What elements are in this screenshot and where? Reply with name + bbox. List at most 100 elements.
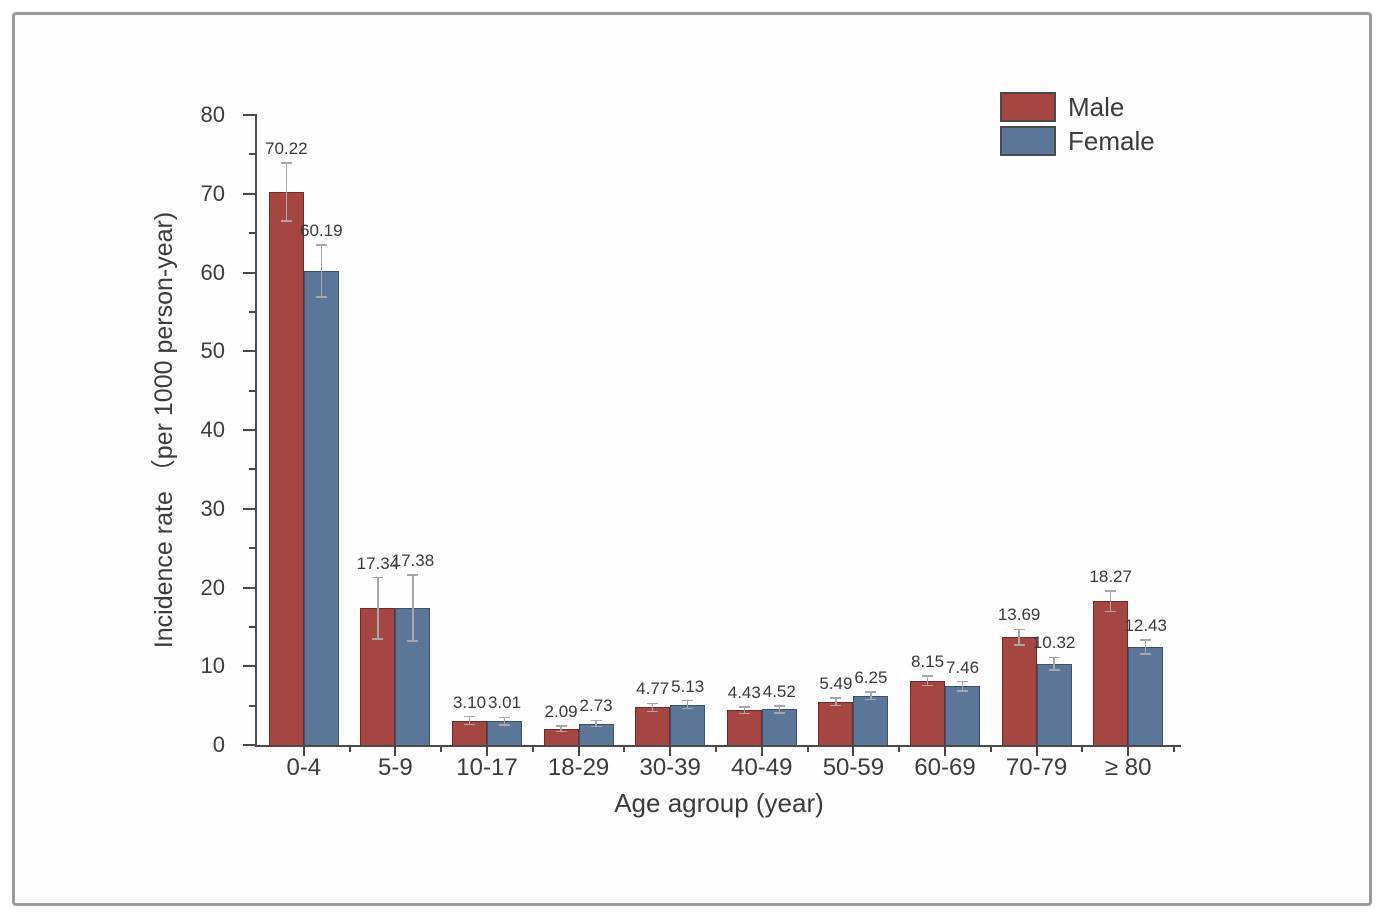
error-bar-cap-top-male xyxy=(464,715,475,718)
legend-item-female: Female xyxy=(1000,125,1155,157)
error-bar-cap-bottom-male xyxy=(738,712,750,714)
error-bar-stem-female xyxy=(961,681,964,691)
x-major-tick xyxy=(1035,747,1038,756)
y-minor-tick xyxy=(249,153,255,156)
bar-male xyxy=(726,710,762,747)
value-label-female: 5.13 xyxy=(671,676,705,696)
x-tick-label: 30-39 xyxy=(639,754,701,781)
x-axis-title: Age agroup (year) xyxy=(614,788,824,818)
x-tick-label: 60-69 xyxy=(914,754,976,781)
bar-female xyxy=(853,695,889,747)
y-axis-title: Incidence rate （per 1000 person-year) xyxy=(150,211,178,649)
error-bar-stem-female xyxy=(412,575,414,642)
error-bar-stem-female xyxy=(1144,640,1147,655)
error-bar-stem-female xyxy=(870,691,872,700)
value-label-female: 12.43 xyxy=(1124,616,1167,636)
value-label-male: 13.69 xyxy=(997,605,1041,625)
value-label-male: 8.15 xyxy=(910,652,945,672)
error-bar-cap-bottom-female xyxy=(682,707,694,710)
x-axis-line xyxy=(255,745,1181,747)
x-tick-label: ≥ 80 xyxy=(1104,754,1152,781)
error-bar-cap-top-male xyxy=(830,697,842,699)
x-tick-label: 18-29 xyxy=(547,754,610,781)
x-tick-label: 5-9 xyxy=(378,754,413,781)
error-bar-cap-top-female xyxy=(590,719,602,722)
x-minor-tick xyxy=(989,747,992,752)
error-bar-cap-bottom-female xyxy=(407,640,419,642)
error-bar-cap-top-male xyxy=(647,702,659,705)
value-label-male: 4.77 xyxy=(636,679,670,699)
x-minor-tick xyxy=(1173,747,1175,752)
error-bar-cap-bottom-female xyxy=(590,725,602,728)
value-label-male: 4.43 xyxy=(727,682,761,702)
legend-swatch-female xyxy=(1000,126,1056,156)
x-tick-label: 40-49 xyxy=(731,754,793,781)
value-label-female: 2.73 xyxy=(579,696,613,716)
error-bar-cap-top-female xyxy=(1048,656,1060,659)
value-label-female: 60.19 xyxy=(300,221,343,241)
y-major-tick xyxy=(243,192,255,195)
error-bar-cap-bottom-male xyxy=(555,730,567,733)
y-minor-tick xyxy=(249,625,255,628)
y-major-tick xyxy=(243,586,255,589)
x-major-tick xyxy=(302,747,305,756)
legend-item-male: Male xyxy=(1000,91,1124,123)
error-bar-cap-bottom-female xyxy=(1140,653,1152,655)
x-minor-tick xyxy=(531,747,534,752)
y-major-tick xyxy=(243,744,255,746)
error-bar-cap-top-male xyxy=(922,675,933,677)
bar-male xyxy=(1093,601,1129,747)
value-label-female: 6.25 xyxy=(854,667,888,687)
x-major-tick xyxy=(760,747,763,756)
error-bar-cap-bottom-female xyxy=(957,690,968,692)
error-bar-cap-bottom-female xyxy=(315,296,327,298)
error-bar-stem-male xyxy=(560,725,562,732)
error-bar-cap-top-female xyxy=(773,705,785,707)
x-minor-tick xyxy=(715,747,717,752)
bar-male xyxy=(818,701,854,747)
x-minor-tick xyxy=(898,747,901,752)
y-tick-label: 80 xyxy=(200,102,225,127)
error-bar-stem-male xyxy=(377,577,379,640)
error-bar-cap-top-male xyxy=(1105,590,1117,592)
bar-female xyxy=(670,704,706,747)
error-bar-cap-top-female xyxy=(499,716,510,719)
error-bar-cap-bottom-male xyxy=(922,684,933,687)
y-axis-line xyxy=(255,114,257,747)
value-label-male: 3.10 xyxy=(452,692,487,712)
error-bar-stem-female xyxy=(595,720,597,727)
error-bar-cap-bottom-male xyxy=(280,220,292,222)
x-minor-tick xyxy=(440,747,443,752)
error-bar-cap-top-female xyxy=(315,244,327,246)
error-bar-cap-top-female xyxy=(407,574,419,576)
y-minor-tick xyxy=(249,310,255,313)
value-label-female: 3.01 xyxy=(487,693,522,713)
error-bar-stem-female xyxy=(686,700,689,709)
y-tick-label: 0 xyxy=(212,732,225,757)
error-bar-cap-bottom-male xyxy=(1013,644,1025,646)
value-label-male: 70.22 xyxy=(265,138,308,158)
error-bar-stem-female xyxy=(778,705,781,713)
error-bar-cap-bottom-female xyxy=(773,712,785,714)
x-major-tick xyxy=(486,747,488,756)
x-minor-tick xyxy=(623,747,626,752)
bar-female xyxy=(1036,663,1072,747)
error-bar-stem-female xyxy=(503,717,506,726)
error-bar-stem-male xyxy=(1109,590,1112,612)
y-tick-label: 10 xyxy=(200,653,225,679)
y-tick-label: 70 xyxy=(200,180,225,206)
x-major-tick xyxy=(852,747,855,756)
value-label-female: 17.38 xyxy=(391,551,435,571)
x-major-tick xyxy=(669,747,672,756)
value-label-female: 7.46 xyxy=(945,657,980,677)
bar-female xyxy=(1128,647,1164,747)
legend-swatch-male xyxy=(1000,92,1056,122)
bar-male xyxy=(1001,637,1037,747)
value-label-male: 18.27 xyxy=(1089,566,1132,586)
y-major-tick xyxy=(243,665,255,668)
bar-female xyxy=(945,686,980,747)
error-bar-stem-male xyxy=(743,706,746,714)
bar-male xyxy=(910,680,945,747)
error-bar-cap-bottom-male xyxy=(647,710,659,713)
x-minor-tick xyxy=(348,747,351,752)
